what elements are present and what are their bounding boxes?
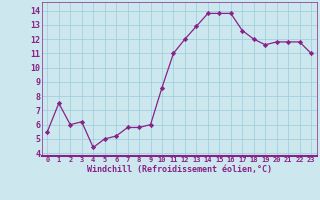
X-axis label: Windchill (Refroidissement éolien,°C): Windchill (Refroidissement éolien,°C) [87,165,272,174]
